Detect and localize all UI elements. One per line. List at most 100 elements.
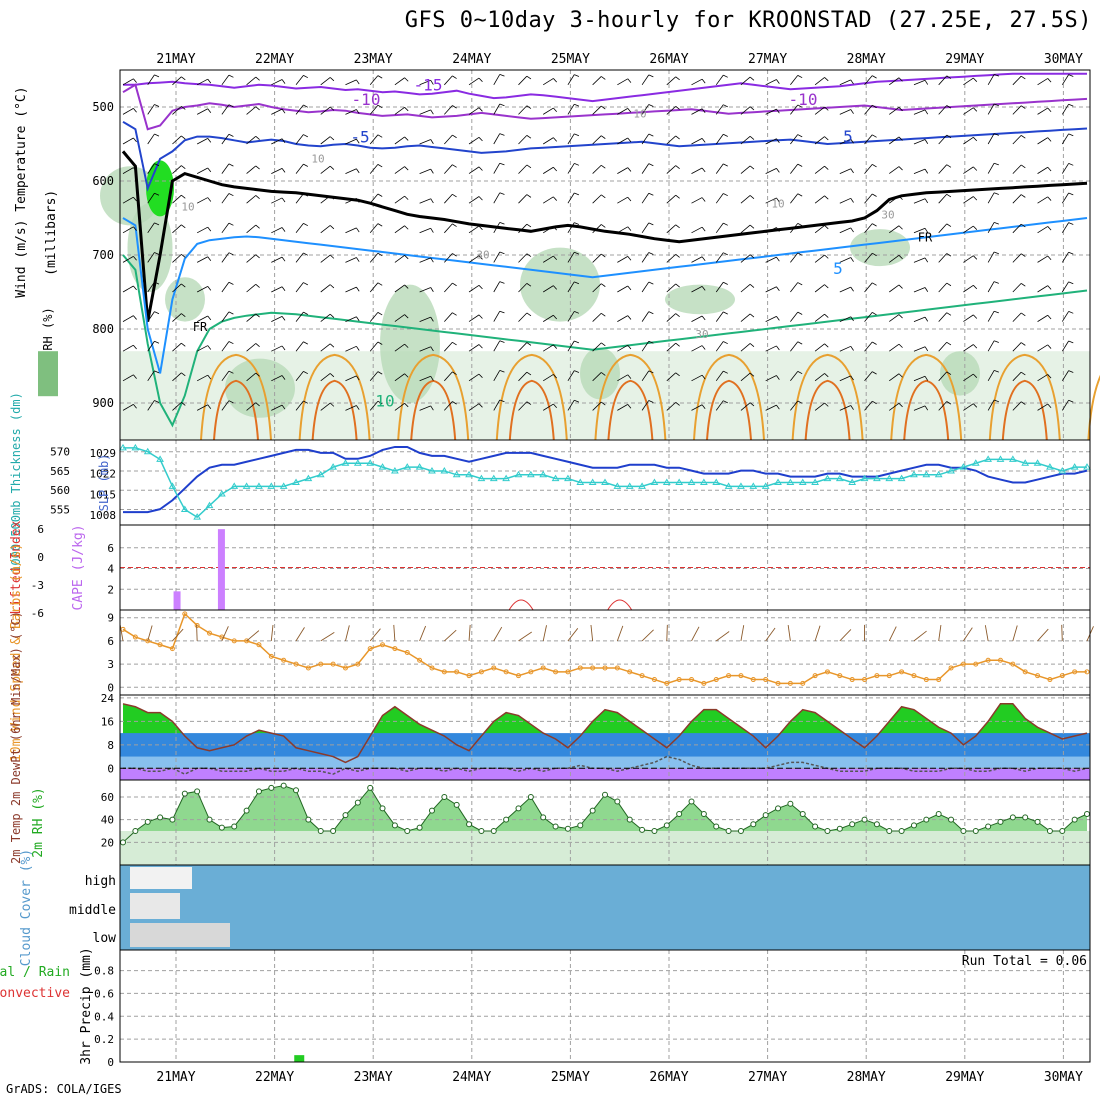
wind-barb <box>369 75 379 86</box>
wind-barb <box>617 315 628 322</box>
wind-barb <box>394 343 405 352</box>
wind-barb <box>715 222 724 234</box>
wind-barb <box>444 401 453 411</box>
rh-marker <box>293 787 300 794</box>
y-axis-label-li: Lifted Index <box>9 520 24 614</box>
wind-barb <box>1037 137 1048 145</box>
wind-barb <box>493 340 501 352</box>
wind-speed-marker <box>318 661 324 667</box>
wind-barb <box>666 342 676 352</box>
wind-barb <box>740 254 751 263</box>
rh-marker <box>132 828 139 834</box>
rh-marker <box>750 821 757 828</box>
wind-barb-flag <box>824 77 829 82</box>
rh-marker <box>540 814 547 821</box>
wind-barb <box>567 311 575 322</box>
wind-barb-flag <box>499 133 505 136</box>
thickness-marker <box>860 474 869 482</box>
wind-barb-flag <box>701 108 706 113</box>
wind-barb <box>1061 370 1069 382</box>
wind-barb-flag <box>824 225 829 230</box>
wind-barb <box>1061 192 1069 204</box>
wind-barb-flag <box>601 224 606 228</box>
wind-barb-flag <box>303 400 309 404</box>
wind-barb-flag <box>154 370 160 374</box>
wind-barb <box>864 134 873 145</box>
wind-barb-flag <box>872 400 877 405</box>
wind-barb <box>691 167 703 174</box>
wind-barb <box>666 135 676 145</box>
wind-barb <box>295 193 304 204</box>
x-tick-label-bottom: 22MAY <box>255 1070 294 1085</box>
wind-barb-flag <box>356 316 360 322</box>
wind-barb-flag <box>627 315 632 320</box>
wind-barb-flag <box>675 313 680 317</box>
temperature-contour <box>122 120 1088 192</box>
wind-barb <box>270 624 274 641</box>
wind-barb <box>715 252 724 263</box>
wind-speed-marker <box>169 646 175 652</box>
wind-barb <box>765 404 777 411</box>
wind-barb-flag <box>924 109 929 115</box>
y-tick-label: 40 <box>101 814 114 827</box>
y-tick-label: 0 <box>107 762 114 775</box>
thickness-marker <box>873 474 881 482</box>
wind-barb <box>419 375 431 382</box>
rh-marker <box>997 818 1004 825</box>
wind-barb-flag <box>430 376 434 381</box>
wind-barb <box>1037 226 1048 234</box>
wind-barb-flag <box>478 373 483 378</box>
wind-barb <box>814 402 825 411</box>
wind-barb-flag <box>898 373 903 378</box>
wind-barb <box>1061 624 1063 641</box>
wind-barb <box>493 370 501 381</box>
wind-barb <box>641 341 650 352</box>
wind-barb <box>963 107 974 115</box>
wind-barb-flag <box>1047 344 1052 349</box>
y-tick-label: 6 <box>107 635 114 648</box>
wind-barb <box>493 281 501 293</box>
wind-speed-marker <box>330 661 336 667</box>
rh-marker <box>1084 811 1090 817</box>
wind-barb <box>1012 223 1022 234</box>
wind-speed-marker <box>590 665 596 671</box>
y-axis-label: 2m RH (%) <box>31 787 46 857</box>
rh-marker <box>713 823 720 830</box>
wind-barb-flag <box>574 399 580 403</box>
temperature-contour <box>121 150 1088 322</box>
wind-barb-flag <box>404 255 409 260</box>
wind-barb-flag <box>207 138 212 143</box>
wind-barb-flag <box>404 195 409 200</box>
wind-barb-flag <box>872 134 877 138</box>
thickness-marker <box>761 482 770 489</box>
wind-barb-flag <box>1068 74 1074 77</box>
y-tick-label: 24 <box>101 692 115 705</box>
wind-barb-flag <box>181 283 186 288</box>
rh-marker <box>268 784 275 791</box>
wind-barb <box>196 138 208 145</box>
wind-barb-flag <box>553 107 558 113</box>
wind-barb-flag <box>872 193 877 197</box>
wind-barb-flag <box>207 108 212 113</box>
wind-barb-flag <box>430 257 434 263</box>
y-tick-label: 0.8 <box>94 965 114 978</box>
wind-barb-flag <box>872 223 877 227</box>
wind-barb <box>221 134 230 145</box>
rh-marker <box>181 790 188 797</box>
wind-speed-marker <box>812 673 818 679</box>
wind-barb-flag <box>601 76 606 80</box>
y-tick-label: 0.6 <box>94 987 114 1000</box>
temperature-contour-warm <box>594 353 667 441</box>
rh-marker <box>799 811 806 817</box>
thickness-marker <box>650 478 659 485</box>
wind-barb <box>444 164 453 174</box>
wind-barb <box>814 165 825 174</box>
cloud-level-label: high <box>85 874 116 889</box>
wind-barb <box>369 164 379 174</box>
wind-barb-flag <box>181 313 186 317</box>
wind-barb <box>1061 340 1069 352</box>
wind-barb <box>345 138 357 145</box>
wind-barb <box>369 282 379 293</box>
wind-barb-flag <box>749 195 755 200</box>
wind-barb-flag <box>749 313 755 318</box>
